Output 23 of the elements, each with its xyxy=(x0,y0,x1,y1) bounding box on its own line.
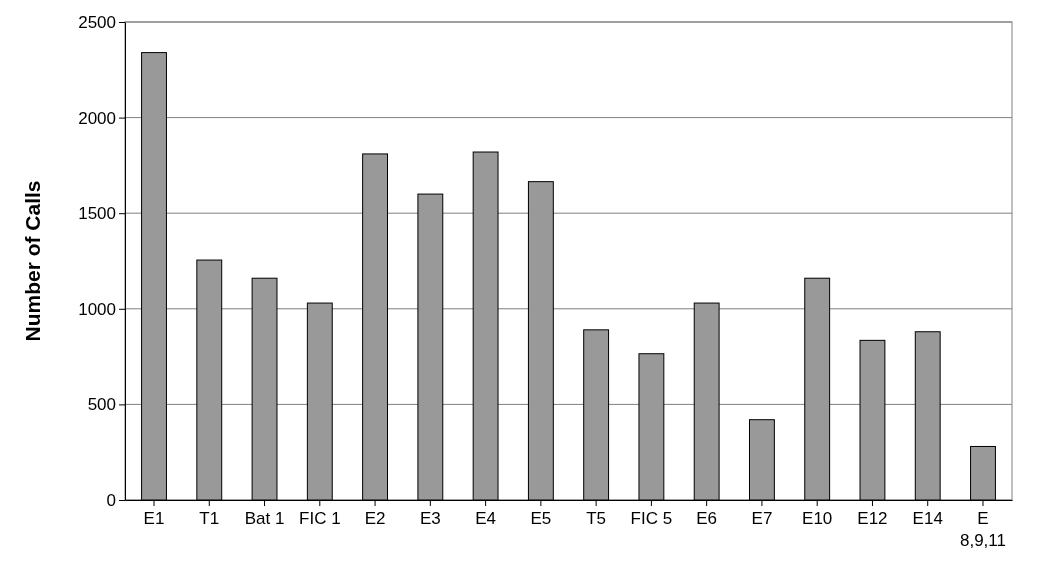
x-tick-label: E3 xyxy=(419,509,441,528)
x-tick-label: E4 xyxy=(475,509,496,528)
y-tick-label: 1500 xyxy=(78,204,116,224)
x-tick-label: E14 xyxy=(912,509,943,528)
x-tick-label: E6 xyxy=(696,509,718,528)
y-tick-label: 500 xyxy=(87,395,116,415)
y-tick-label: 2000 xyxy=(78,108,116,128)
y-tick-label: 2500 xyxy=(78,12,116,32)
x-tick-label: E 8,9,11 xyxy=(959,509,1006,551)
x-tick-label: FIC 1 xyxy=(299,509,341,528)
y-tick-label: 0 xyxy=(106,490,116,510)
x-tick-label: FIC 5 xyxy=(630,509,673,528)
x-tick-label: E5 xyxy=(530,509,552,528)
x-tick-label: E2 xyxy=(364,509,386,528)
x-tick-label: Bat 1 xyxy=(244,509,285,528)
y-axis-title: Number of Calls xyxy=(21,180,44,342)
x-tick-label: E12 xyxy=(857,509,888,528)
y-tick-label: 1000 xyxy=(78,299,116,319)
x-tick-label: E7 xyxy=(751,509,773,528)
x-tick-label: E1 xyxy=(143,509,165,528)
x-tick-label: T5 xyxy=(586,509,607,528)
x-tick-label: E10 xyxy=(802,509,833,528)
x-tick-label: T1 xyxy=(199,509,220,528)
